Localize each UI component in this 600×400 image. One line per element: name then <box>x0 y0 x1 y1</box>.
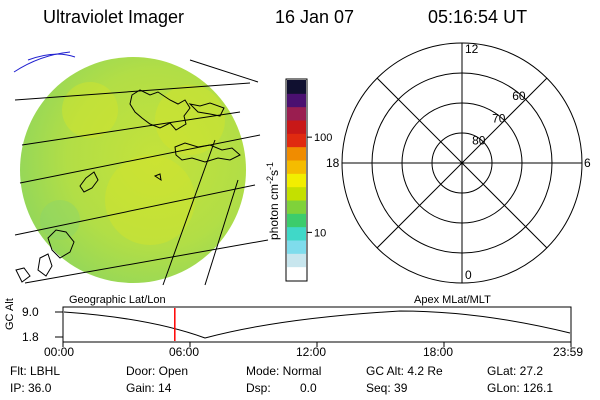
colorbar-band <box>287 200 306 214</box>
geographic-grid <box>13 51 269 286</box>
colorbar-band <box>287 93 306 108</box>
colorbar-unit: photon cm-2s-1 <box>265 162 281 240</box>
colorbar-band <box>287 120 306 134</box>
colorbar-band <box>287 173 306 188</box>
apex-label: Apex MLat/MLT <box>414 294 491 306</box>
colorbar-band <box>287 253 306 268</box>
limb-line <box>27 53 76 61</box>
mlt-label: 12 <box>465 42 479 56</box>
colorbar: 100 10 photon cm-2s-1 <box>265 78 332 282</box>
mlt-label: 0 <box>465 268 472 282</box>
mlat-ring-label: 70 <box>492 111 506 125</box>
orbit-axis-title: GC Alt <box>4 298 16 330</box>
time-label: 05:16:54 UT <box>428 7 528 27</box>
filter-info: Flt: LBHL <box>10 364 61 378</box>
coastlines <box>15 89 241 283</box>
date-label: 16 Jan 07 <box>275 7 355 27</box>
dsp-info-value: 0.0 <box>300 381 317 395</box>
island-coastline <box>15 267 31 283</box>
glon-info: GLon: 126.1 <box>487 381 554 395</box>
orbit-panel <box>55 306 572 347</box>
island-coastline <box>37 253 53 277</box>
earth-disk <box>20 57 246 283</box>
instrument-title: Ultraviolet Imager <box>43 7 185 27</box>
orbit-frame <box>62 306 572 343</box>
colorbar-frame <box>285 78 308 282</box>
colorbar-tick-label: 10 <box>314 227 326 239</box>
limb-line <box>13 51 71 73</box>
orbit-xtick-label: 18:00 <box>423 345 454 359</box>
island-coastline <box>47 229 75 259</box>
colorbar-band <box>287 80 306 94</box>
geographic-label: Geographic Lat/Lon <box>69 294 166 306</box>
earth-image <box>20 57 246 283</box>
island-coastline <box>174 142 241 163</box>
orbit-xtick-label: 00:00 <box>44 345 75 359</box>
island-coastline <box>153 173 162 182</box>
mlat-ring-label: 80 <box>472 134 486 148</box>
colorbar-band <box>287 133 306 148</box>
orbit-xtick-label: 06:00 <box>169 345 200 359</box>
dsp-info-label: Dsp: <box>246 381 271 395</box>
island-coastline <box>79 171 99 193</box>
lat-line <box>14 82 251 101</box>
mlt-label: 6 <box>584 156 591 170</box>
landmass-coastline <box>188 102 225 117</box>
lat-line <box>24 239 269 284</box>
orbit-xticks <box>62 342 572 347</box>
landmass-coastline <box>129 89 191 131</box>
colorbar-band <box>287 213 306 228</box>
seq-info: Seq: 39 <box>366 381 408 395</box>
glat-info: GLat: 27.2 <box>487 364 544 378</box>
colorbar-band <box>287 226 306 241</box>
orbit-xtick-label: 23:59 <box>553 345 584 359</box>
colorbar-band <box>287 266 306 281</box>
ip-info: IP: 36.0 <box>10 381 52 395</box>
mlt-label: 18 <box>326 156 340 170</box>
lat-line <box>19 134 261 184</box>
lon-line <box>162 139 216 286</box>
emission-mottling <box>40 82 225 245</box>
colorbar-band <box>287 146 306 161</box>
lat-line <box>21 111 241 146</box>
colorbar-tick-label: 100 <box>314 132 332 144</box>
polar-plot <box>341 42 583 284</box>
colorbar-band <box>287 160 306 174</box>
orbit-xtick-label: 12:00 <box>296 345 327 359</box>
colorbar-band <box>287 106 306 121</box>
lon-line <box>204 179 239 286</box>
gain-info: Gain: 14 <box>126 381 172 395</box>
colorbar-stack <box>287 80 306 281</box>
lat-line <box>189 59 259 83</box>
gc-alt-info: GC Alt: 4.2 Re <box>366 364 443 378</box>
door-info: Door: Open <box>126 364 189 378</box>
colorbar-band <box>287 240 306 254</box>
diagonal-line <box>376 77 548 249</box>
colorbar-ticks: 100 10 <box>307 132 332 239</box>
mode-info: Mode: Normal <box>246 364 322 378</box>
orbit-ytick-bottom: 1.8 <box>22 330 39 344</box>
colorbar-band <box>287 186 306 201</box>
lat-line <box>14 184 256 236</box>
orbit-altitude-curve <box>63 310 571 339</box>
mlat-ring-label: 60 <box>512 89 526 103</box>
orbit-ytick-top: 9.0 <box>22 305 39 319</box>
